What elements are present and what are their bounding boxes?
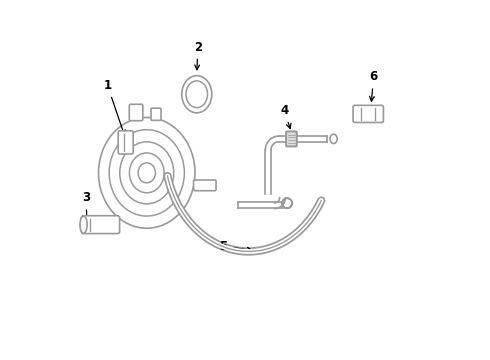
Text: 1: 1 [103, 79, 125, 135]
Ellipse shape [98, 117, 195, 228]
Text: 2: 2 [194, 41, 202, 70]
Ellipse shape [138, 163, 155, 183]
Text: 5: 5 [220, 240, 252, 253]
FancyBboxPatch shape [118, 131, 133, 154]
FancyBboxPatch shape [286, 131, 297, 147]
Text: 6: 6 [369, 70, 378, 101]
FancyBboxPatch shape [129, 104, 143, 121]
Ellipse shape [330, 134, 337, 144]
FancyBboxPatch shape [194, 180, 216, 191]
FancyBboxPatch shape [81, 216, 120, 234]
Text: 4: 4 [280, 104, 291, 129]
Ellipse shape [186, 81, 208, 108]
FancyBboxPatch shape [353, 105, 383, 122]
Ellipse shape [80, 216, 87, 233]
Ellipse shape [182, 76, 212, 113]
FancyBboxPatch shape [151, 108, 161, 120]
Text: 3: 3 [82, 192, 90, 222]
